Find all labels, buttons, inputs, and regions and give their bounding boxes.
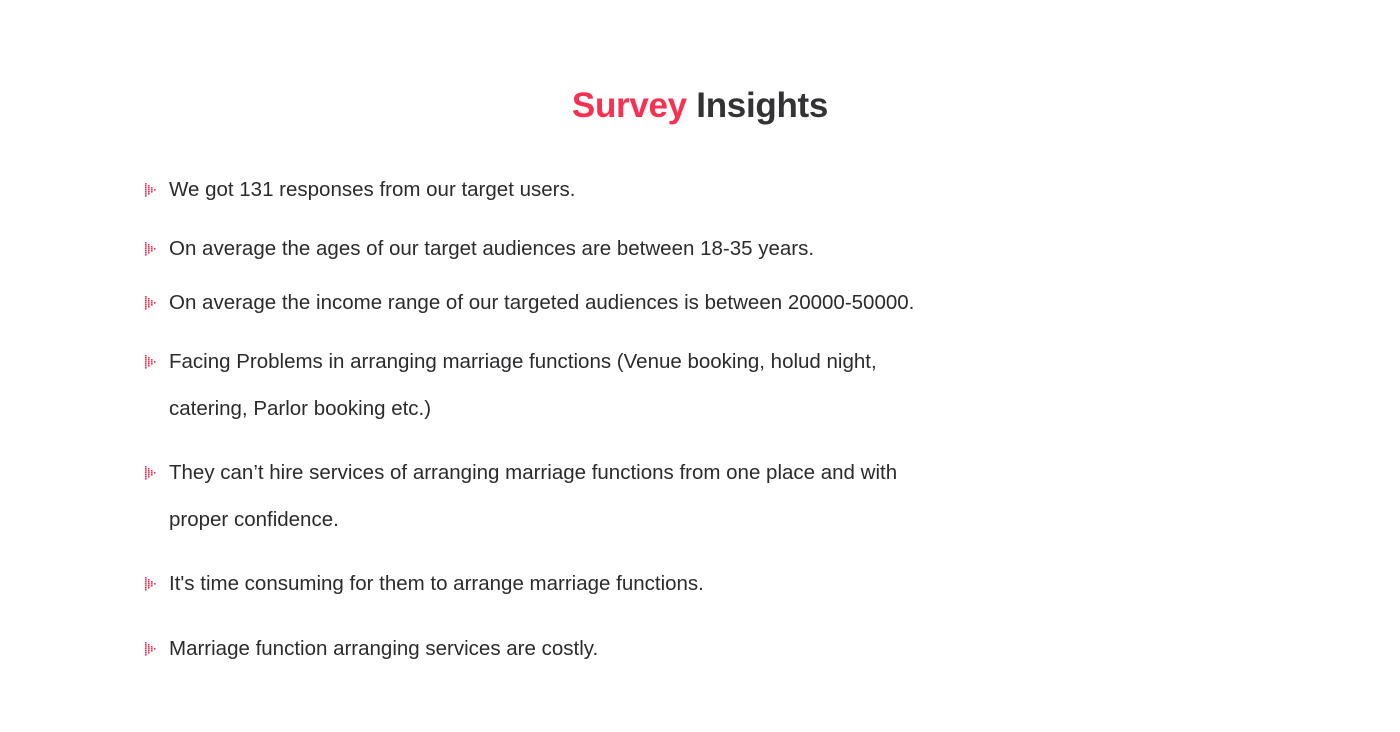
dotted-arrow-icon <box>145 242 156 256</box>
dotted-arrow-icon <box>145 183 156 197</box>
page-title: Survey Insights <box>0 86 1400 126</box>
dotted-arrow-icon <box>145 577 156 591</box>
item-line: Marriage function arranging services are… <box>169 637 599 660</box>
dotted-arrow-icon <box>145 296 156 310</box>
item-text: Facing Problems in arranging marriage fu… <box>169 347 877 441</box>
item-line: Facing Problems in arranging marriage fu… <box>169 350 877 373</box>
item-line: We got 131 responses from our target use… <box>169 178 576 201</box>
item-text: It's time consuming for them to arrange … <box>169 569 704 616</box>
item-text: We got 131 responses from our target use… <box>169 175 575 222</box>
item-text: Marriage function arranging services are… <box>169 634 598 681</box>
item-line: On average the income range of our targe… <box>169 291 915 314</box>
dotted-arrow-icon <box>145 466 156 480</box>
item-line: catering, Parlor booking etc.) <box>169 397 432 420</box>
item-line: It's time consuming for them to arrange … <box>169 572 704 595</box>
title-accent: Survey <box>571 86 687 125</box>
dotted-arrow-icon <box>145 642 156 656</box>
item-text: They can’t hire services of arranging ma… <box>169 458 897 552</box>
title-rest: Insights <box>696 86 829 125</box>
item-text: On average the ages of our target audien… <box>169 234 814 281</box>
item-line: proper confidence. <box>169 508 339 531</box>
item-line: They can’t hire services of arranging ma… <box>169 461 898 484</box>
item-text: On average the income range of our targe… <box>169 288 914 335</box>
dotted-arrow-icon <box>145 355 156 369</box>
item-line: On average the ages of our target audien… <box>169 237 815 260</box>
